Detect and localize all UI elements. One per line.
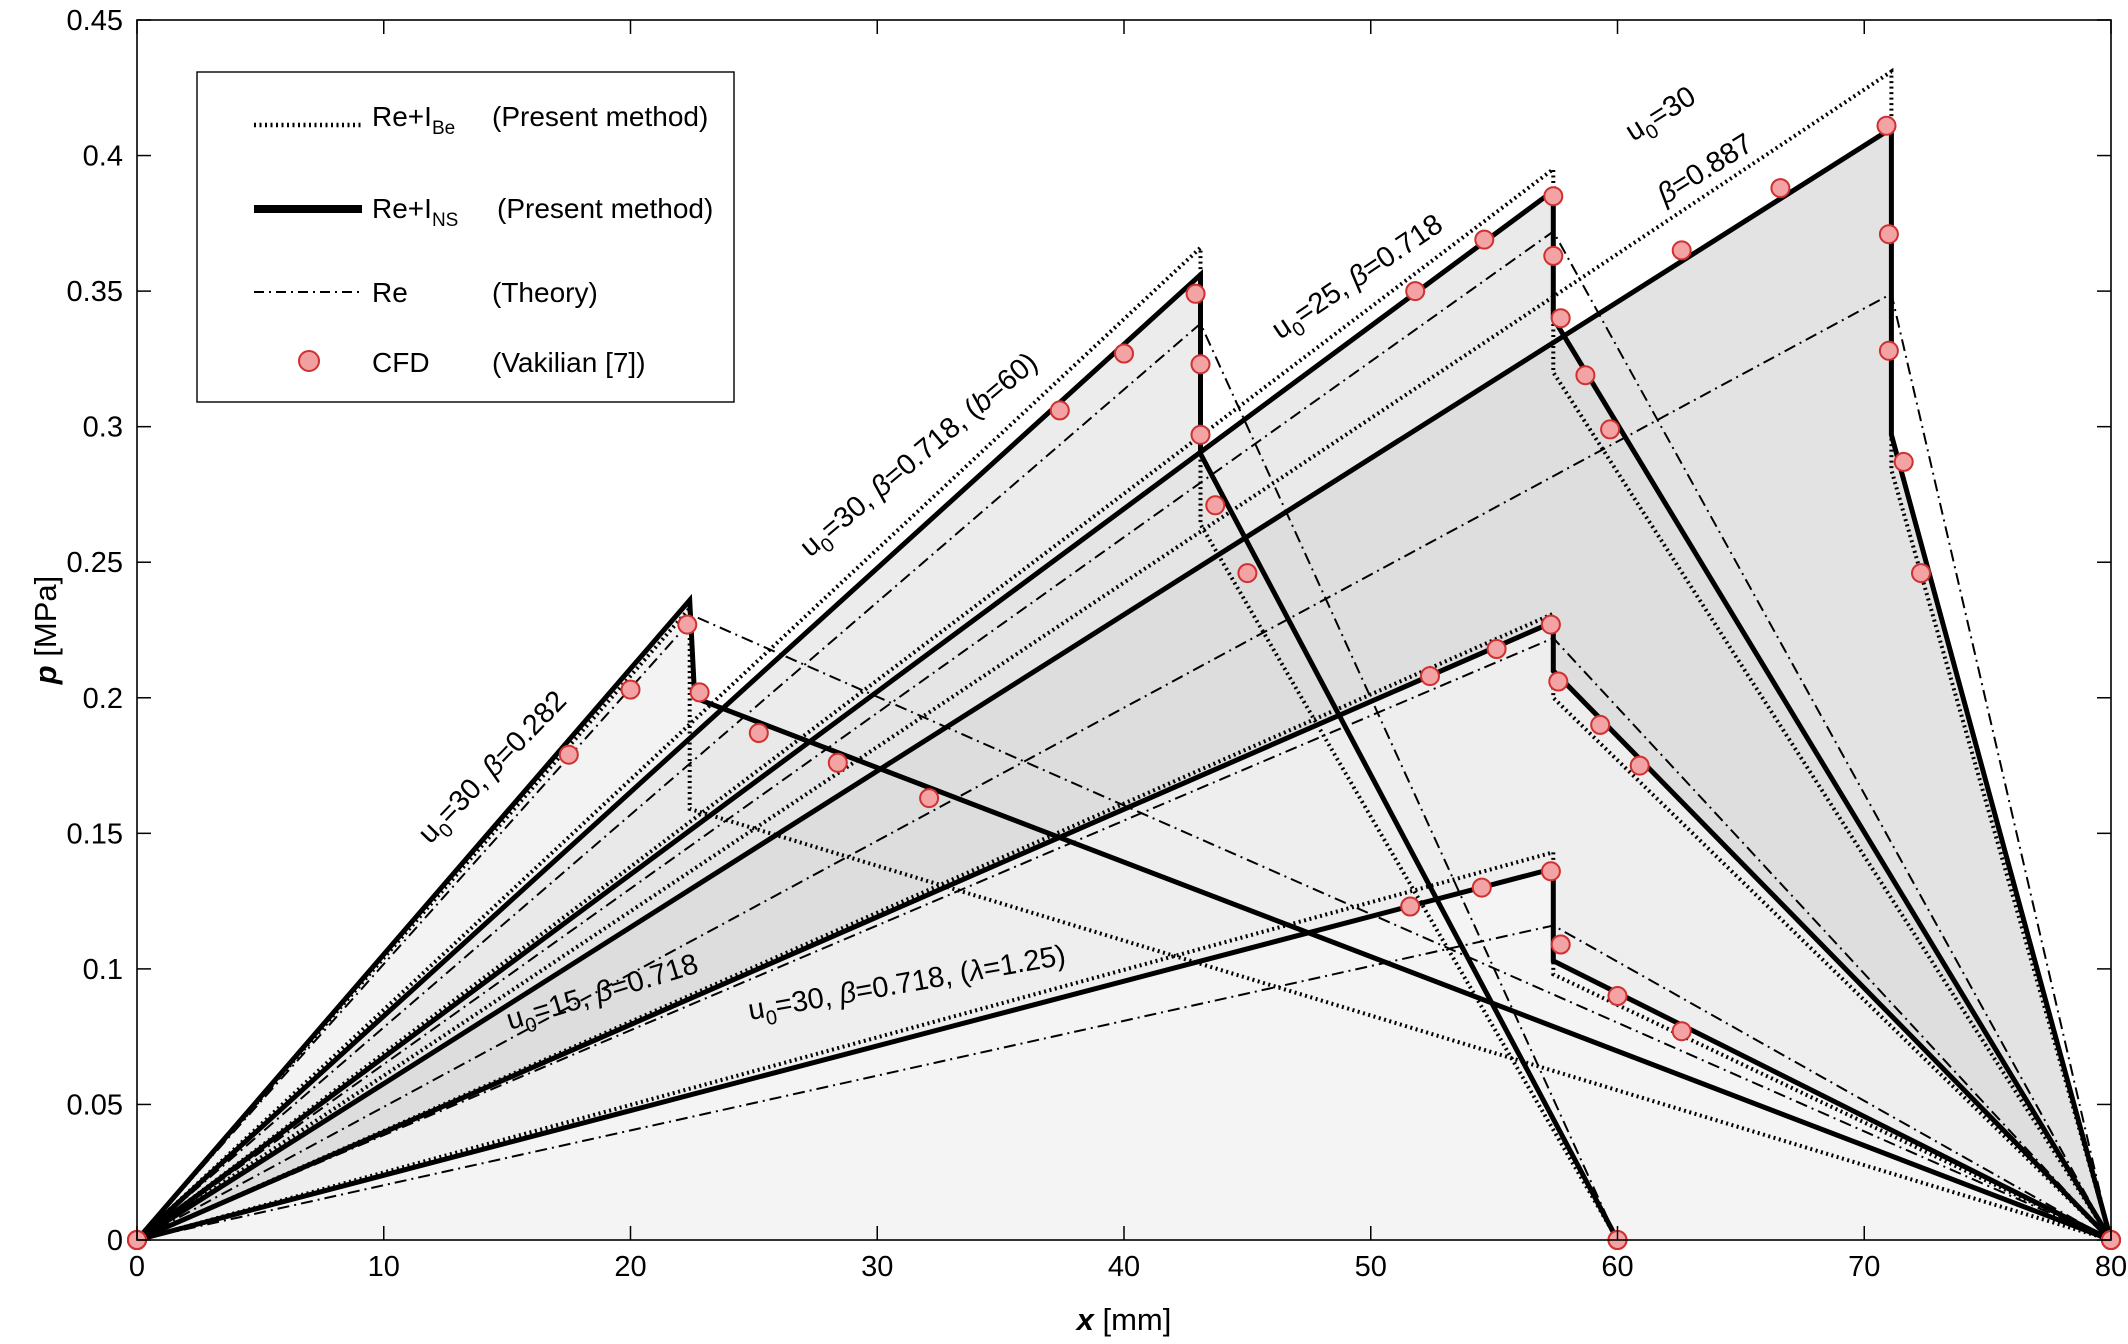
cfd-point-2-7 bbox=[1600, 419, 1621, 440]
cfd-point-3-4 bbox=[1878, 224, 1899, 245]
cfd-point-1-3 bbox=[1185, 283, 1206, 304]
cfd-point-4-1 bbox=[1420, 666, 1440, 687]
y-axis-unit: [MPa] bbox=[28, 576, 63, 657]
series-be-1 bbox=[135, 243, 1620, 1242]
cfd-point-0-3 bbox=[677, 614, 698, 635]
cfd-point-4-3 bbox=[1540, 614, 1561, 635]
cfd-point-3-3 bbox=[1876, 115, 1897, 136]
cfd-point-4-6 bbox=[1629, 755, 1650, 776]
cfd-point-2-3 bbox=[1543, 186, 1564, 207]
cfd-point-5-6 bbox=[1671, 1021, 1692, 1042]
y-axis-label: p [MPa] bbox=[28, 576, 63, 686]
cfd-point-0-1 bbox=[558, 744, 579, 765]
x-tick-label-4: 40 bbox=[1108, 1251, 1140, 1283]
cfd-point-5-4 bbox=[1550, 934, 1571, 955]
cfd-point-3-2 bbox=[1770, 178, 1791, 199]
plot-area bbox=[127, 67, 2121, 1250]
cfd-point-0-5 bbox=[748, 723, 769, 743]
legend-be-main: Re+I bbox=[372, 101, 432, 132]
cfd-point-3-6 bbox=[1893, 451, 1914, 472]
y-tick-label-5: 0.25 bbox=[67, 547, 123, 579]
cfd-point-0-7 bbox=[919, 788, 940, 809]
series-ns-0 bbox=[135, 593, 2112, 1243]
cfd-point-5-2 bbox=[1471, 877, 1492, 898]
cfd-point-0-4 bbox=[689, 682, 710, 703]
cfd-point-0-6 bbox=[827, 752, 848, 773]
x-tick-label-3: 30 bbox=[861, 1251, 893, 1283]
y-tick-label-9: 0.45 bbox=[67, 5, 123, 37]
x-tick-label-8: 80 bbox=[2095, 1251, 2127, 1283]
y-tick-label-1: 0.05 bbox=[67, 1089, 123, 1121]
legend-entry-cfd: CFD bbox=[372, 347, 430, 378]
cfd-point-4-2 bbox=[1486, 639, 1507, 659]
x-axis-symbol: x bbox=[1075, 1302, 1096, 1337]
x-tick-label-5: 50 bbox=[1355, 1251, 1387, 1283]
cfd-point-3-5 bbox=[1878, 340, 1899, 361]
legend-ns-main: Re+I bbox=[372, 193, 432, 224]
case-fill-5 bbox=[137, 868, 2111, 1240]
case-fills bbox=[137, 128, 2111, 1240]
cfd-point-1-2 bbox=[1114, 343, 1134, 364]
cfd-point-2-6 bbox=[1575, 365, 1596, 386]
cfd-point-5-5 bbox=[1607, 986, 1628, 1006]
y-tick-label-7: 0.35 bbox=[67, 276, 123, 308]
y-tick-label-2: 0.1 bbox=[83, 954, 123, 986]
cfd-point-3-1 bbox=[1671, 240, 1692, 261]
legend-be-desc: (Present method) bbox=[492, 101, 708, 132]
legend-cfd-desc: (Vakilian [7]) bbox=[492, 347, 646, 378]
cfd-point-4-5 bbox=[1590, 714, 1611, 735]
cfd-point-5-1 bbox=[1400, 896, 1421, 917]
series-ns-4 bbox=[136, 618, 2113, 1243]
cfd-point-1-5 bbox=[1190, 424, 1211, 445]
cfd-point-2-1 bbox=[1405, 281, 1426, 302]
x-tick-label-2: 20 bbox=[614, 1251, 646, 1283]
legend-entry-re: Re bbox=[372, 277, 408, 308]
legend: Re+IBe (Present method) Re+INS (Present … bbox=[196, 71, 735, 403]
cfd-point-2-5 bbox=[1550, 308, 1571, 329]
axis-ticks: 0 10 20 30 40 50 60 70 80 0 0.05 0.1 0.15 0.2 0.25 0.3 0… bbox=[67, 5, 2128, 1283]
y-axis-symbol: p bbox=[28, 665, 63, 685]
cfd-point-1-1 bbox=[1049, 400, 1070, 421]
legend-ns-sub: NS bbox=[432, 210, 458, 231]
y-tick-label-0: 0 bbox=[107, 1225, 123, 1257]
legend-ns-desc: (Present method) bbox=[497, 193, 713, 224]
cfd-point-2-4 bbox=[1543, 245, 1564, 266]
legend-be-sub: Be bbox=[432, 118, 455, 139]
cfd-point-1-6 bbox=[1205, 495, 1226, 516]
cfd-point-1-4 bbox=[1190, 354, 1211, 375]
cfd-point-5-3 bbox=[1540, 861, 1561, 882]
series-be-0 bbox=[135, 602, 2112, 1242]
legend-entry-ns: Re+INS bbox=[372, 193, 458, 231]
x-axis-label: x [mm] bbox=[1075, 1302, 1172, 1337]
x-tick-label-0: 0 bbox=[129, 1251, 145, 1283]
cfd-point-1-7 bbox=[1237, 563, 1258, 584]
cfd-point-0-2 bbox=[620, 679, 641, 700]
x-tick-label-6: 60 bbox=[1601, 1251, 1633, 1283]
y-tick-label-8: 0.4 bbox=[83, 141, 123, 173]
y-tick-label-4: 0.2 bbox=[83, 683, 123, 715]
x-axis-unit: [mm] bbox=[1103, 1302, 1172, 1337]
cfd-point-4-4 bbox=[1548, 671, 1569, 692]
y-tick-label-3: 0.15 bbox=[67, 818, 123, 850]
x-tick-label-1: 10 bbox=[368, 1251, 400, 1283]
series-ns-3 bbox=[135, 123, 2114, 1243]
legend-entry-be: Re+IBe bbox=[372, 101, 455, 139]
series-ns-5 bbox=[136, 865, 2113, 1243]
x-tick-label-7: 70 bbox=[1848, 1251, 1880, 1283]
legend-swatch-marker bbox=[298, 350, 320, 372]
cfd-point-3-7 bbox=[1911, 563, 1931, 584]
legend-box bbox=[196, 71, 735, 403]
legend-re-desc: (Theory) bbox=[492, 277, 598, 308]
y-tick-label-6: 0.3 bbox=[83, 412, 123, 444]
cfd-point-2-2 bbox=[1474, 229, 1495, 250]
